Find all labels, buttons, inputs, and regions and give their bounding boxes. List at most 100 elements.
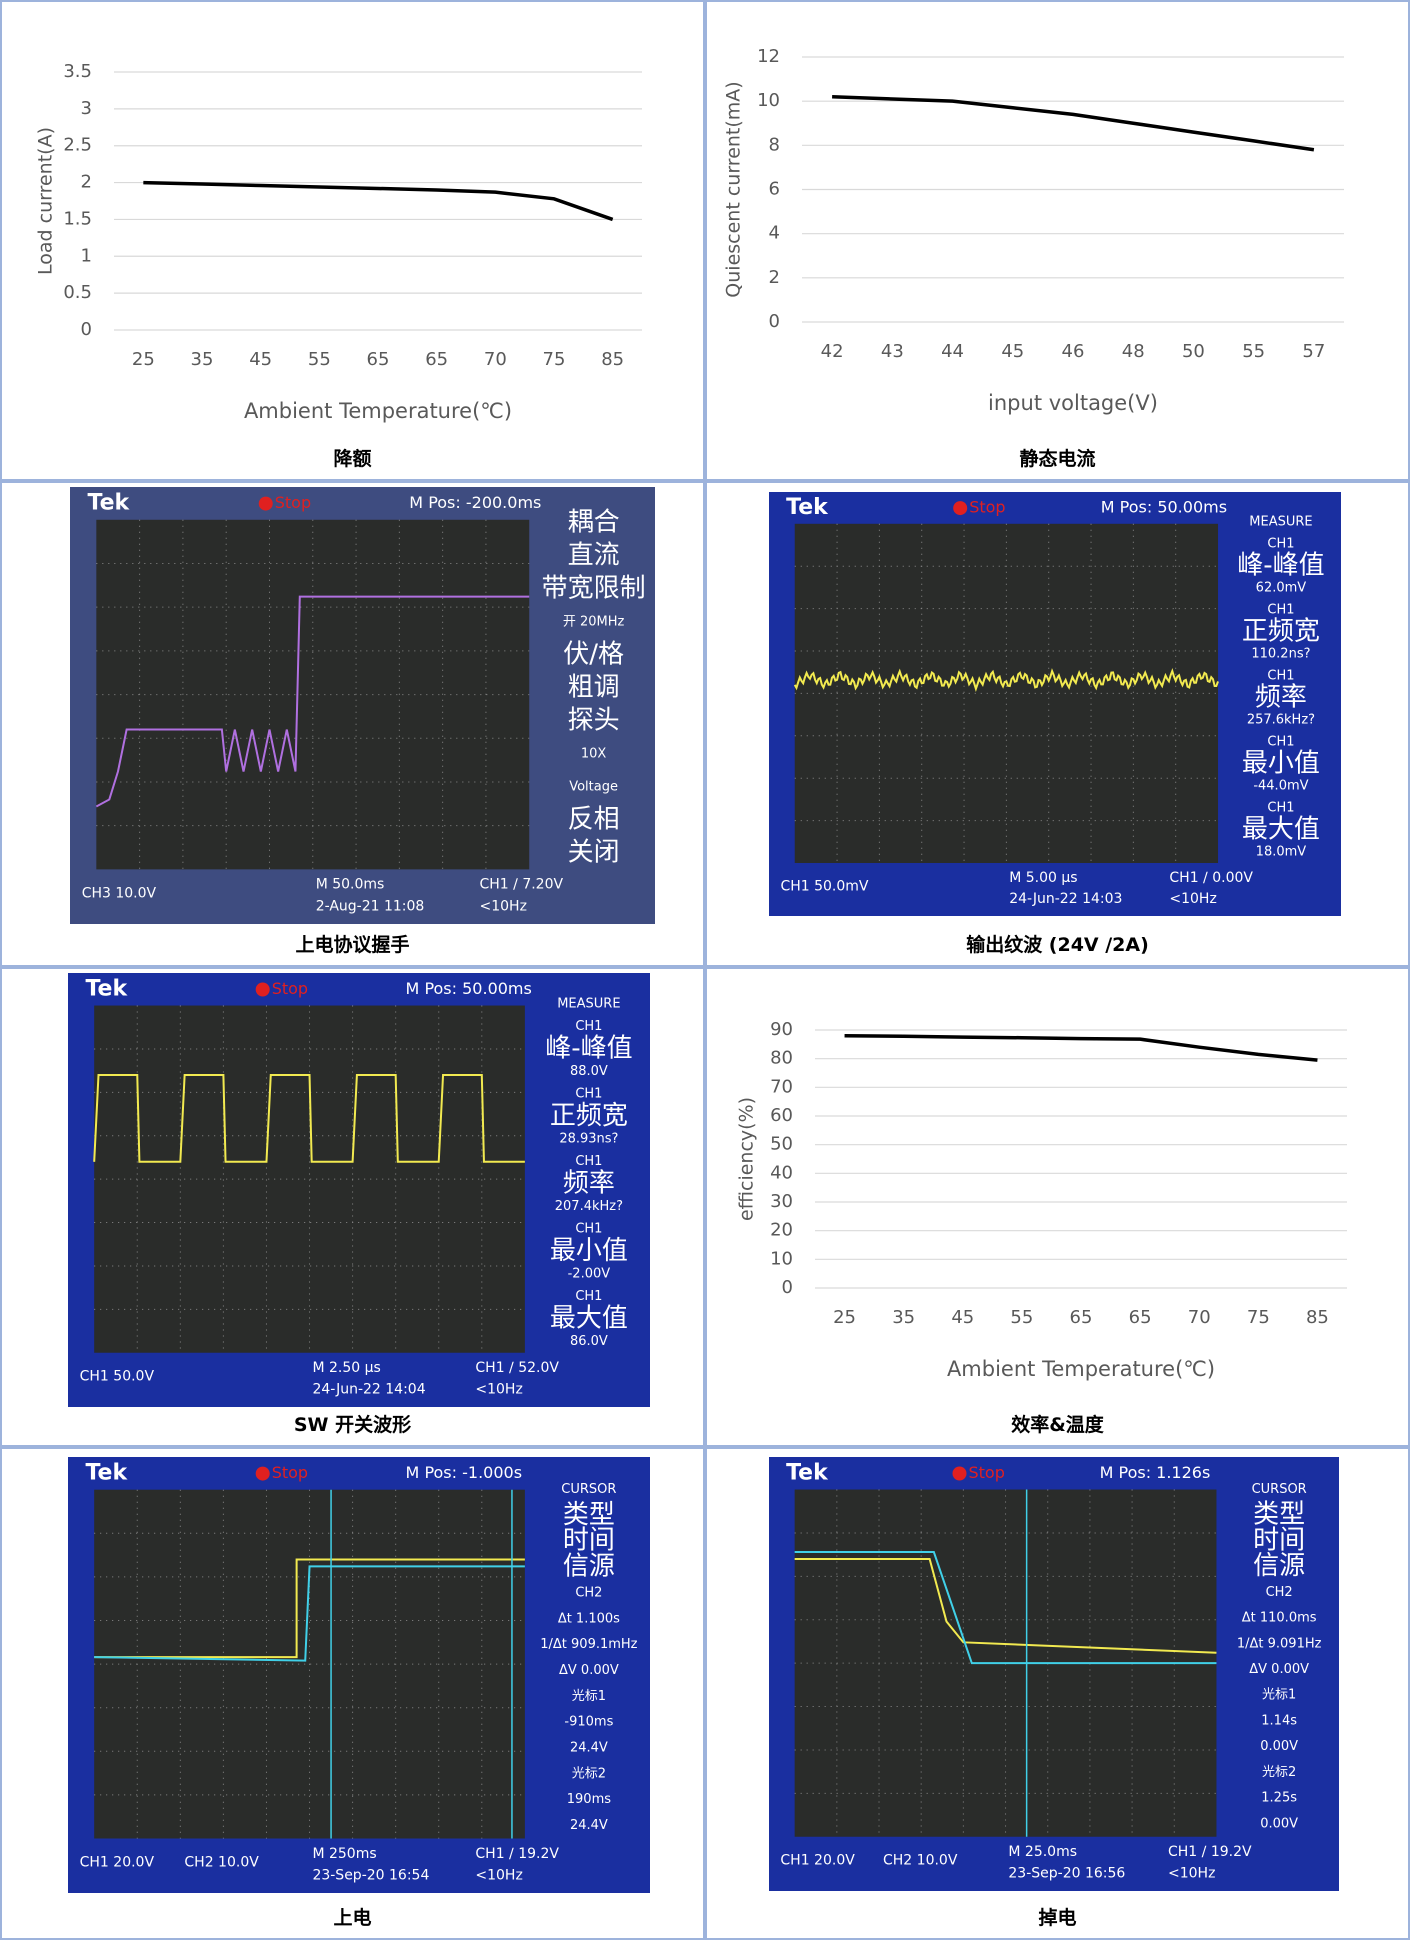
scope-side-text: CURSOR [561, 1482, 616, 1497]
y-axis-title: Load current(A) [35, 127, 57, 275]
scope-header: Stop [275, 493, 311, 512]
x-axis-title: Ambient Temperature(℃) [947, 1357, 1215, 1381]
y-axis-title: Quiescent current(mA) [723, 81, 745, 297]
scope-side-text: 正频宽 [1242, 617, 1320, 647]
waveform [93, 1073, 525, 1163]
waveform [794, 1551, 1217, 1665]
scope-side-text: 探头 [568, 705, 620, 735]
scope-side-text: 88.0V [570, 1064, 608, 1079]
scope-side-text: 18.0mV [1256, 845, 1307, 860]
scope-side-text: 伏/格 [563, 640, 624, 670]
x-tick-label: 65 [367, 349, 390, 370]
y-tick-label: 10 [757, 90, 780, 111]
cell: Tek Stop M Pos: 50.00ms MEASURE CH1 峰-峰值 88.0V… [0, 967, 705, 1447]
scope-footer: <10Hz [475, 1868, 522, 1884]
x-tick-label: 65 [425, 349, 448, 370]
scope-side-text: 1/Δt 9.091Hz [1237, 1636, 1322, 1651]
scope-header: Tek [786, 1460, 829, 1485]
stop-dot [258, 496, 273, 511]
x-tick-label: 55 [1242, 341, 1265, 362]
x-tick-label: 42 [821, 341, 844, 362]
cell: Tek Stop M Pos: 1.126s CURSOR 类型 时间 信源 CH2 Δt 11… [705, 1447, 1410, 1940]
scope-footer: <10Hz [1168, 1866, 1215, 1882]
x-tick-label: 46 [1062, 341, 1085, 362]
scope-side-text: 最大值 [550, 1303, 628, 1333]
scope-side-text: CH1 [575, 1086, 602, 1101]
scope-header: Tek [85, 976, 128, 1001]
x-tick-label: 44 [941, 341, 964, 362]
scope-footer: CH1 ∕ 0.00V [1169, 870, 1253, 886]
scope-side-text: 类型 [563, 1500, 615, 1530]
scope-side-text: 207.4kHz? [555, 1199, 623, 1214]
scope-side-text: 带宽限制 [542, 574, 646, 604]
caption: 降额 [333, 448, 372, 470]
scope-side-text: 0.00V [1260, 1739, 1298, 1754]
scope-side-text: 1.25s [1261, 1791, 1297, 1806]
y-tick-label: 3 [81, 98, 92, 119]
x-tick-label: 75 [1247, 1307, 1270, 1328]
caption: 上电 [333, 1907, 372, 1929]
scope-side-text: MEASURE [557, 996, 620, 1011]
x-axis-title: Ambient Temperature(℃) [244, 399, 512, 423]
scope-side-text: 直流 [568, 541, 620, 571]
scope-side-text: CH1 [575, 1019, 602, 1034]
scope-side-text: 28.93ns? [559, 1131, 618, 1146]
scope-footer: CH1 50.0V [80, 1369, 155, 1385]
scope-footer: CH1 ∕ 52.0V [475, 1360, 559, 1376]
scope-side-text: 频率 [563, 1168, 615, 1198]
scope-footer: 2-Aug-21 11:08 [316, 899, 425, 915]
y-tick-label: 2 [769, 267, 780, 288]
data-line [844, 1033, 1318, 1062]
cell: Tek Stop M Pos: 50.00ms MEASURE CH1 峰-峰值 62.0m… [705, 481, 1410, 967]
scope-screen [94, 1005, 525, 1353]
x-tick-label: 43 [881, 341, 904, 362]
scope-footer: CH3 10.0V [82, 885, 157, 901]
x-tick-label: 35 [191, 349, 214, 370]
scope-side-text: CH1 [1267, 669, 1294, 684]
cell: 0 0.5 1 1.5 2 2.5 3 3.5 25 35 45 55 65 65 70 75 85 Load c… [0, 0, 705, 481]
scope-header: Tek [85, 1461, 128, 1486]
scope-side-text: CH1 [575, 1154, 602, 1169]
scope-side-text: CH2 [1266, 1585, 1293, 1600]
scope-side-text: 光标2 [572, 1766, 606, 1781]
scope-side-text: CH1 [575, 1221, 602, 1236]
scope-header: Stop [969, 1463, 1005, 1482]
scope-side-text: -44.0mV [1253, 779, 1308, 794]
x-tick-label: 85 [601, 349, 624, 370]
x-tick-label: 25 [132, 349, 155, 370]
x-tick-label: 65 [1129, 1307, 1152, 1328]
scope-header: M Pos: 50.00ms [1101, 498, 1227, 517]
scope-side-text: 0.00V [1260, 1816, 1298, 1831]
y-tick-label: 6 [769, 179, 780, 200]
scope-side-text: 反相 [568, 804, 620, 834]
scope-side-text: 信源 [1253, 1551, 1305, 1581]
y-tick-label: 12 [757, 46, 780, 67]
y-tick-label: 30 [770, 1191, 793, 1212]
waveform [793, 667, 1219, 693]
scope-side-text: 24.4V [570, 1741, 608, 1756]
x-tick-label: 70 [484, 349, 507, 370]
stop-dot [255, 1466, 270, 1481]
y-tick-label: 1.5 [63, 208, 92, 229]
waveform [95, 595, 530, 808]
scope-footer: CH1 ∕ 7.20V [480, 877, 564, 893]
scope-side-text: 正频宽 [550, 1101, 628, 1131]
scope-side-text: 最小值 [1242, 749, 1320, 779]
scope-side-text: 最大值 [1242, 815, 1320, 845]
scope-header: Tek [88, 491, 131, 516]
scope-photo: Tek Stop M Pos: 50.00msMEASURECH1峰-峰值62.0m… [769, 492, 1341, 916]
scope-footer: M 50.0ms [316, 877, 385, 893]
scope-side-text: 类型 [1253, 1500, 1305, 1530]
y-tick-label: 2.5 [63, 135, 92, 156]
scope-side-text: CURSOR [1252, 1482, 1307, 1497]
x-tick-label: 75 [543, 349, 566, 370]
x-tick-label: 55 [308, 349, 331, 370]
scope-side-text: 峰-峰值 [1237, 551, 1324, 581]
scope-footer: CH2 10.0V [184, 1854, 259, 1870]
cell: Tek Stop M Pos: -1.000s CURSOR 类型 时间 信源 CH2 Δt 1… [0, 1447, 705, 1940]
stop-dot [953, 501, 968, 516]
scope-side-text: 耦合 [568, 508, 620, 538]
y-tick-label: 10 [770, 1248, 793, 1269]
